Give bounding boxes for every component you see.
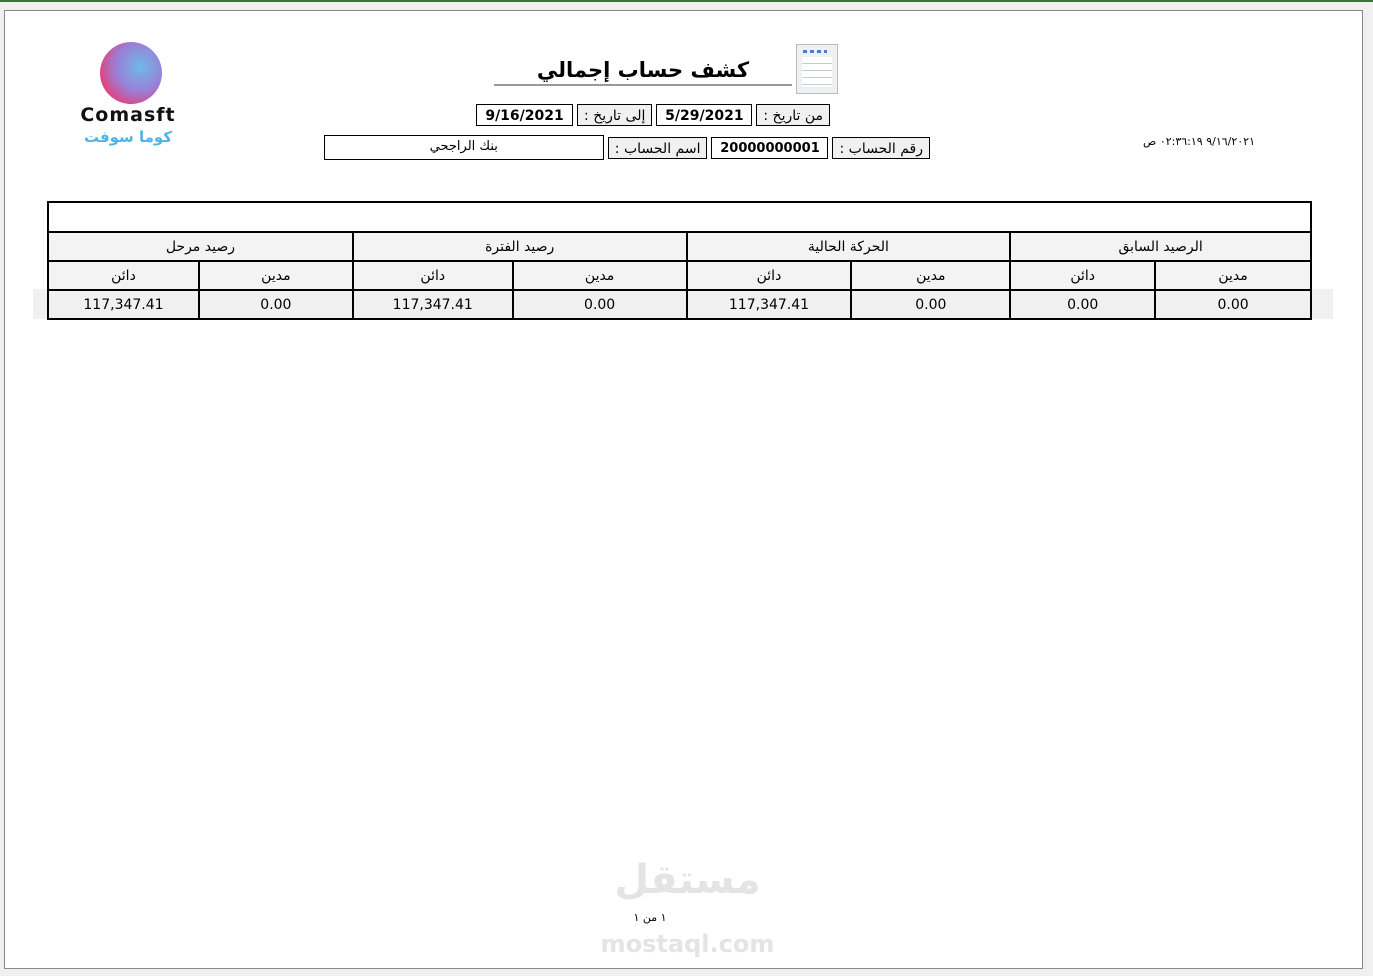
col-credit: دائن [685, 260, 853, 291]
watermark-arabic: مستقل [614, 857, 761, 903]
logo-arabic-text: كوما سوفت [83, 128, 173, 146]
cell-value: 117,347.41 [47, 289, 200, 320]
account-row: رقم الحساب : 20000000001 اسم الحساب : بن… [323, 135, 930, 160]
report-sheet-icon [796, 44, 838, 94]
col-debit: مدين [511, 260, 688, 291]
col-credit: دائن [47, 260, 200, 291]
group-previous-balance: الرصيد السابق [1009, 231, 1312, 262]
from-date-value: 5/29/2021 [656, 104, 753, 126]
group-header-row: الرصيد السابق الحركة الحالية رصيد الفترة… [47, 231, 1312, 262]
group-carried-balance: رصيد مرحل [47, 231, 354, 262]
logo-globe-icon [100, 42, 162, 104]
from-date-label: من تاريخ : [756, 104, 830, 126]
cell-value: 0.00 [1154, 289, 1312, 320]
col-debit: مدين [197, 260, 354, 291]
group-current-movement: الحركة الحالية [685, 231, 1012, 262]
table-row: 0.00 0.00 0.00 117,347.41 0.00 117,347.4… [47, 289, 1312, 320]
logo-latin-text: Comasft [80, 104, 176, 126]
company-logo: Comasft كوما سوفت [78, 42, 178, 147]
cell-value: 117,347.41 [351, 289, 514, 320]
account-name-value: بنك الراجحي [323, 135, 604, 160]
table-title-row [47, 201, 1312, 233]
report-title: كشف حساب إجمالي [494, 58, 792, 86]
account-number-label: رقم الحساب : [832, 136, 930, 159]
col-credit: دائن [351, 260, 514, 291]
cell-value: 0.00 [850, 289, 1012, 320]
to-date-value: 9/16/2021 [476, 104, 574, 126]
date-range-row: من تاريخ : 5/29/2021 إلى تاريخ : 9/16/20… [476, 104, 830, 126]
account-name-label: اسم الحساب : [607, 136, 708, 159]
subheader-row: مدين دائن مدين دائن مدين دائن مدين دائن [47, 260, 1312, 291]
to-date-label: إلى تاريخ : [577, 104, 653, 126]
cell-value: 117,347.41 [685, 289, 853, 320]
summary-table: الرصيد السابق الحركة الحالية رصيد الفترة… [47, 201, 1312, 320]
window-top-border [0, 0, 1373, 2]
group-period-balance: رصيد الفترة [351, 231, 688, 262]
col-debit: مدين [850, 260, 1012, 291]
account-number-value: 20000000001 [711, 136, 829, 159]
cell-value: 0.00 [1009, 289, 1157, 320]
watermark-latin: mostaql.com [600, 930, 775, 958]
col-debit: مدين [1154, 260, 1312, 291]
cell-value: 0.00 [511, 289, 688, 320]
cell-value: 0.00 [197, 289, 354, 320]
col-credit: دائن [1009, 260, 1157, 291]
print-timestamp: ٩/١٦/٢٠٢١ ٠٢:٣٦:١٩ ص [1143, 135, 1255, 148]
report-page [4, 10, 1363, 969]
page-number: ١ من ١ [633, 911, 667, 924]
